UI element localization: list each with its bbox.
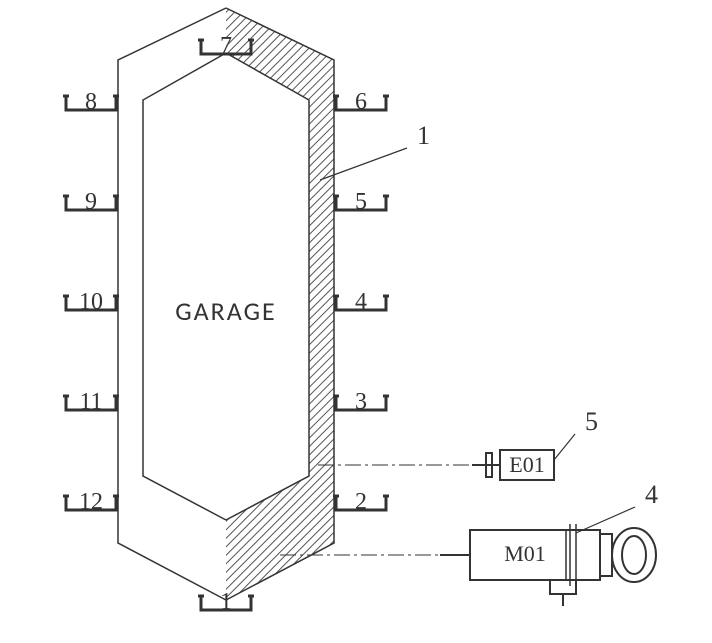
bin-label-11: 11 [79,389,102,415]
bin-label-12: 12 [79,489,103,515]
bin-label-3: 3 [355,389,367,415]
bin-label-7: 7 [220,33,232,59]
bin-label-1: 1 [220,589,232,615]
bin-label-2: 2 [355,489,367,515]
bin-label-4: 4 [355,289,367,315]
bin-label-8: 8 [85,89,97,115]
garage-diagram: GARAGE 8 9 10 11 12 6 5 4 3 2 7 1 E01 M01 1 5 4 [0,0,712,643]
center-label: GARAGE [175,295,277,327]
bin-label-9: 9 [85,189,97,215]
component-E01-label: E01 [509,452,544,477]
bin-label-10: 10 [79,289,103,315]
bin-label-5: 5 [355,189,367,215]
callout-label-4: 4 [645,480,658,509]
callout-label-5: 5 [585,407,598,436]
component-M01-label: M01 [504,541,546,566]
bin-label-6: 6 [355,89,367,115]
callout-label-1: 1 [417,121,430,150]
